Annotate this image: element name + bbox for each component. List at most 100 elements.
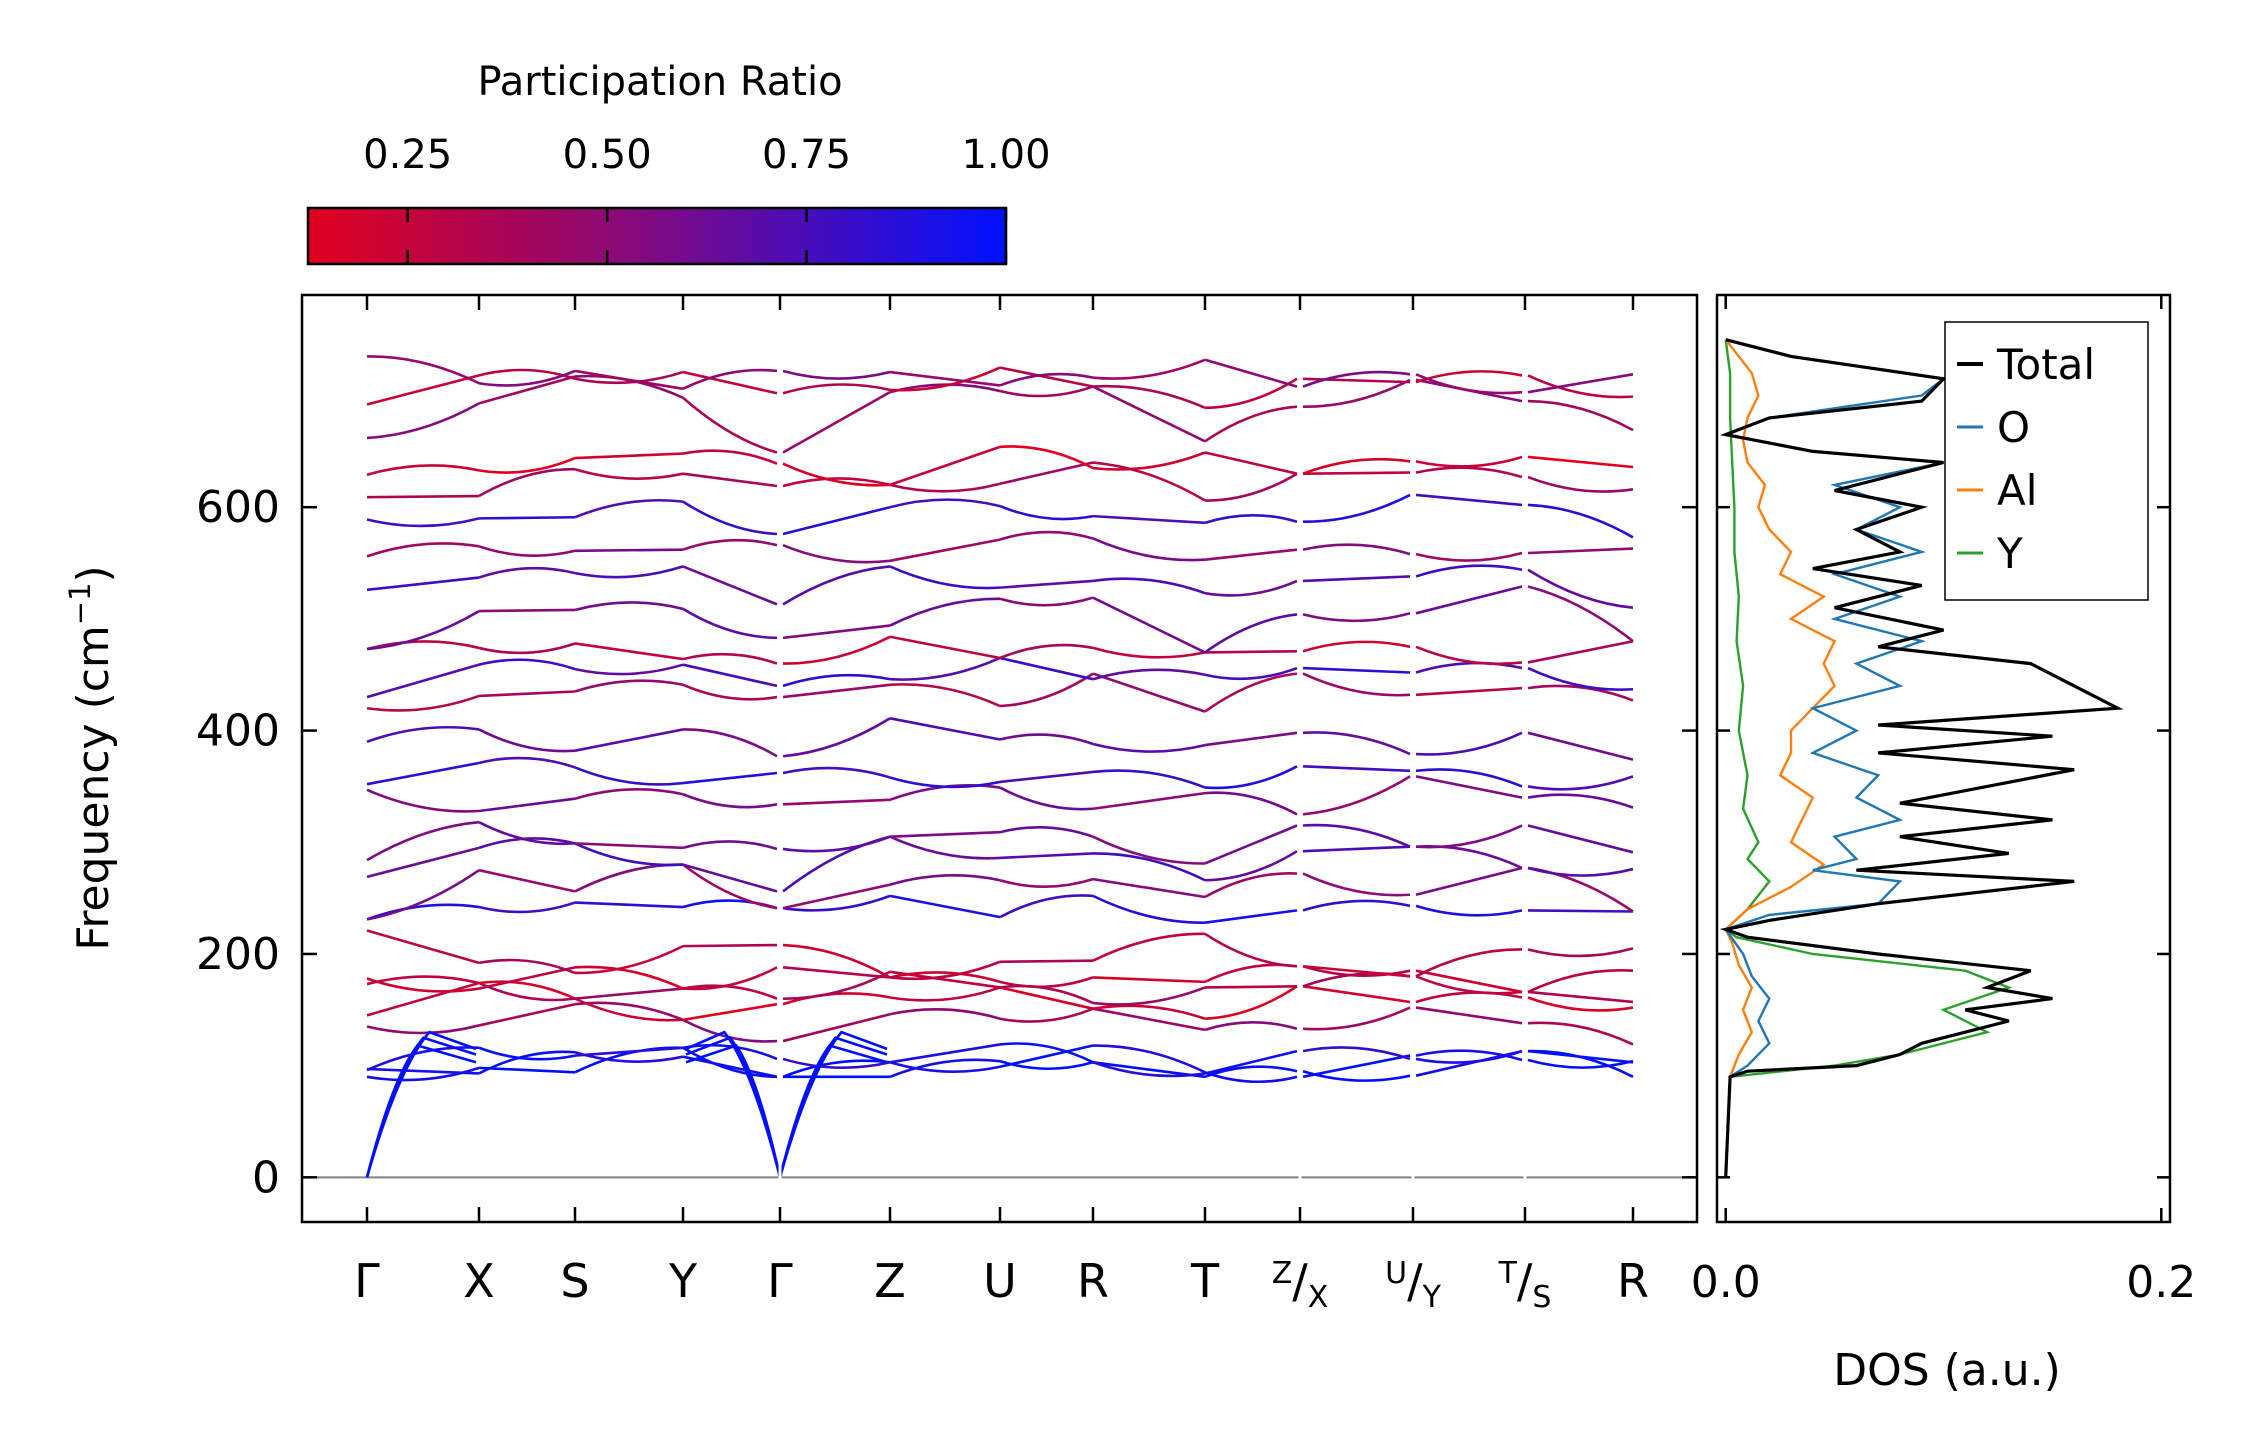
phonon-band-segment <box>1092 769 1206 789</box>
phonon-band-segment <box>999 596 1094 607</box>
high-symmetry-label: T/S <box>1498 1254 1552 1315</box>
phonon-band-segment <box>1092 791 1206 811</box>
phonon-band-segment <box>1415 373 1523 395</box>
phonon-band-segment <box>1415 866 1523 897</box>
phonon-band-segment <box>1204 824 1298 865</box>
colorbar-title: Participation Ratio <box>477 59 842 105</box>
dos-axis-ticks: 0.0 0.2 <box>1691 295 2196 1308</box>
phonon-band-segment <box>1415 975 1523 995</box>
phonon-band-segment <box>574 565 684 579</box>
phonon-band-segment <box>1302 775 1411 816</box>
phonon-band-segment <box>782 883 891 910</box>
dos-legend: Total O Al Y <box>1944 321 2149 601</box>
phonon-band-segment <box>782 673 891 688</box>
phonon-band-segment <box>999 445 1094 470</box>
phonon-band-segment <box>889 1008 1001 1020</box>
phonon-band-segment <box>478 545 576 557</box>
high-symmetry-label: U <box>983 1254 1017 1308</box>
phonon-band-segment <box>1302 370 1411 388</box>
phonon-band-segment <box>1302 640 1411 653</box>
phonon-band-segment <box>1092 1044 1206 1074</box>
phonon-band-segment <box>574 548 684 553</box>
high-symmetry-label: Γ <box>767 1254 793 1308</box>
phonon-band-segment <box>999 959 1094 964</box>
phonon-band-segment <box>1415 585 1523 615</box>
phonon-band-segment <box>682 771 778 785</box>
colorbar-tick-label: 0.25 <box>363 132 452 178</box>
phonon-band-segment <box>1204 791 1298 816</box>
phonon-band-segment <box>1302 845 1411 853</box>
phonon-band-segment <box>1415 824 1523 849</box>
legend-label: Al <box>1997 466 2037 515</box>
high-symmetry-label: R <box>1617 1254 1649 1308</box>
phonon-band-segment <box>1302 765 1411 773</box>
phonon-band-segment <box>366 1066 480 1082</box>
phonon-band-segment <box>1092 877 1206 899</box>
phonon-band-segment <box>366 846 480 879</box>
phonon-band-segment <box>478 658 576 671</box>
phonon-band-segment <box>1092 894 1206 924</box>
phonon-band-segment <box>478 515 576 520</box>
colorbar-ticks: 0.25 0.50 0.75 1.00 <box>363 132 1051 264</box>
phonon-band-segment <box>999 672 1094 708</box>
phonon-band-segment <box>574 467 684 480</box>
acoustic-branch <box>778 1030 888 1178</box>
phonon-band-segment <box>366 402 480 440</box>
phonon-band-segment <box>1092 385 1206 443</box>
phonon-band-segment <box>1204 579 1298 597</box>
phonon-band-segment <box>366 663 480 699</box>
phonon-band-segment <box>999 461 1094 486</box>
dos-axes-frame <box>1715 293 2172 1224</box>
y-tick-label: 600 <box>196 482 280 533</box>
phonon-band-segment <box>574 842 684 850</box>
dos-panel: 0.0 0.2 DOS (a.u.) Total O Al Y <box>1691 293 2196 1396</box>
phonon-band-segment <box>1092 596 1206 654</box>
phonon-band-segment <box>889 482 1001 493</box>
phonon-band-segment <box>1302 575 1411 583</box>
phonon-band-segment <box>1527 775 1634 791</box>
phonon-band-segment <box>574 370 684 385</box>
phonon-band-segment <box>999 656 1094 681</box>
phonon-band-segment <box>1204 1071 1298 1084</box>
phonon-band-segment <box>574 965 684 990</box>
phonon-band-segment <box>366 788 480 813</box>
acoustic-branch <box>685 1030 782 1178</box>
phonon-band-segment <box>574 663 684 676</box>
phonon-band-segment <box>999 530 1094 541</box>
phonon-band-segment <box>1527 475 1634 493</box>
phonon-band-segment <box>999 825 1094 838</box>
phonon-band-segment <box>1415 948 1523 978</box>
phonon-band-segment <box>478 566 576 579</box>
phonon-band-segment <box>366 820 480 862</box>
phonon-band-segment <box>682 683 778 701</box>
phonon-band-segment <box>1092 1007 1206 1032</box>
phonon-band-segment <box>478 1002 576 1027</box>
phonon-band-segment <box>1204 613 1298 654</box>
phonon-band-segment <box>999 877 1094 888</box>
phonon-band-segment <box>1204 985 1298 989</box>
dos-x-tick-label: 0.0 <box>1691 1257 1761 1308</box>
phonon-band-segment <box>366 977 480 993</box>
phonon-band-segment <box>366 542 480 558</box>
dos-series-al <box>1724 338 1837 1178</box>
phonon-band-segment <box>366 929 480 965</box>
phonon-band-segment <box>782 477 891 488</box>
phonon-band-segment <box>682 793 778 809</box>
dos-series-y <box>1723 339 2013 1178</box>
phonon-band-segment <box>574 788 684 800</box>
phonon-band-segment <box>1415 466 1523 479</box>
phonon-band-segment <box>1415 1006 1523 1025</box>
phonon-band-segment <box>574 842 684 867</box>
phonon-band-segment <box>1527 547 1634 555</box>
phonon-band-segment <box>366 725 480 743</box>
phonon-band-segment <box>682 984 778 1000</box>
colorbar: Participation Ratio 0.25 0.50 0.75 1.00 <box>306 59 1051 266</box>
phonon-band-segment <box>1302 672 1411 697</box>
phonon-band-segment <box>1204 872 1298 899</box>
band-axis-ticks: 0 200 400 600 Γ X S Y Γ Z U R T Z/X U/Y T/S R <box>196 295 2170 1315</box>
phonon-band-segment <box>1092 932 1206 962</box>
phonon-band-segment <box>1415 969 1523 994</box>
phonon-band-segment <box>682 565 778 606</box>
colorbar-tick-label: 0.50 <box>563 132 652 178</box>
phonon-band-segment <box>574 728 684 752</box>
